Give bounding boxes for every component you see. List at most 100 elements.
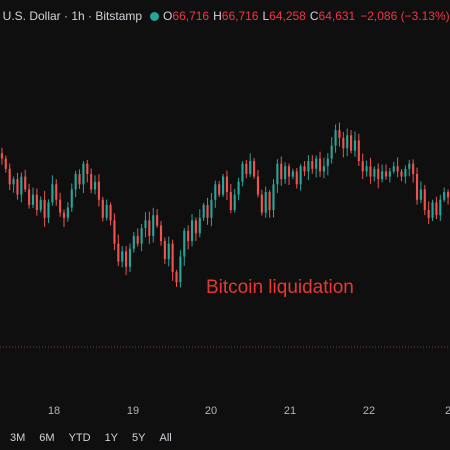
candle-body <box>245 163 248 174</box>
candle-body <box>291 171 294 177</box>
candle-body <box>318 158 322 172</box>
candle-body <box>408 163 411 169</box>
candle-body <box>377 168 380 180</box>
candle-body <box>194 220 197 234</box>
price-change: −2,086 (−3.13%) <box>360 9 450 23</box>
candle-body <box>334 130 337 146</box>
candle-body <box>225 176 229 193</box>
candle-body <box>280 163 283 180</box>
range-button-1y[interactable]: 1Y <box>104 431 119 444</box>
candle-body <box>384 171 388 177</box>
candle-body <box>419 189 422 200</box>
candle-body <box>264 192 267 213</box>
range-button-all[interactable]: All <box>159 431 172 444</box>
candle-body <box>190 220 194 242</box>
candle-body <box>90 173 93 190</box>
candle-body <box>415 173 419 200</box>
candle-body <box>66 207 69 218</box>
x-tick-label: 19 <box>127 405 139 417</box>
range-button-3m[interactable]: 3M <box>10 431 26 444</box>
candle-body <box>423 189 426 211</box>
candle-body <box>187 230 190 242</box>
candle-body <box>55 184 58 200</box>
candle-body <box>361 161 364 172</box>
candle-body <box>39 199 42 211</box>
candle-body <box>82 163 85 185</box>
candle-body <box>86 163 89 174</box>
candle-body <box>179 256 182 283</box>
candle-body <box>287 166 291 177</box>
candle-body <box>249 161 252 174</box>
candle-body <box>163 241 166 260</box>
candle-body <box>357 140 360 162</box>
candle-body <box>28 189 31 205</box>
candle-body <box>342 137 345 149</box>
candle-body <box>237 181 240 195</box>
candle-body <box>268 192 271 211</box>
chart-annotation: Bitcoin liquidation <box>206 277 354 298</box>
candle-body <box>136 235 139 244</box>
candle-body <box>113 220 116 244</box>
x-tick-label: 22 <box>363 405 375 417</box>
candle-body <box>59 199 62 213</box>
candle-body <box>51 184 54 203</box>
candle-body <box>427 210 430 218</box>
candle-body <box>121 251 124 262</box>
candle-body <box>381 171 384 180</box>
candle-body <box>125 251 128 267</box>
candle-body <box>365 166 368 172</box>
market-status-icon <box>150 11 160 21</box>
x-tick-label: 21 <box>284 405 296 417</box>
x-tick-label: 18 <box>48 405 60 417</box>
candle-body <box>253 161 256 177</box>
ohlc-close: C64,631 <box>309 9 356 23</box>
candle-body <box>47 202 50 218</box>
candle-body <box>260 194 263 213</box>
ohlc-open: O66,716 <box>163 9 210 23</box>
candle-body <box>171 243 174 272</box>
candle-body <box>446 192 450 198</box>
ohlc-high: H66,716 <box>213 9 259 23</box>
candles-group <box>0 122 450 288</box>
candle-body <box>16 179 19 195</box>
candle-body <box>299 166 302 185</box>
candle-body <box>214 184 217 200</box>
candle-body <box>8 168 11 185</box>
candle-body <box>152 215 155 236</box>
candle-body <box>140 228 143 244</box>
candle-body <box>221 176 225 195</box>
candle-body <box>276 163 279 185</box>
range-button-6m[interactable]: 6M <box>39 431 55 444</box>
candle-body <box>272 184 275 211</box>
candle-body <box>20 176 23 195</box>
candle-body <box>431 202 434 218</box>
candle-body <box>0 153 4 159</box>
candle-body <box>373 168 376 177</box>
candle-body <box>35 194 38 211</box>
candle-body <box>128 248 132 267</box>
candle-body <box>284 166 287 180</box>
candle-body <box>353 140 357 151</box>
candle-body <box>78 173 81 185</box>
range-button-5y[interactable]: 5Y <box>132 431 146 444</box>
candle-body <box>183 230 186 257</box>
candle-body <box>435 202 438 216</box>
candle-body <box>210 199 213 218</box>
candle-body <box>105 204 108 218</box>
symbol-title[interactable]: / U.S. Dollar · 1h · Bitstamp <box>0 9 143 23</box>
candle-body <box>198 217 201 234</box>
candle-body <box>93 181 97 190</box>
candle-body <box>206 204 209 218</box>
range-button-ytd[interactable]: YTD <box>68 431 91 444</box>
candle-body <box>233 194 236 211</box>
candle-body <box>229 192 232 211</box>
candle-body <box>117 243 120 262</box>
candle-body <box>167 243 170 260</box>
candle-body <box>43 199 46 218</box>
candle-body <box>241 163 244 182</box>
candle-body <box>400 171 403 177</box>
candle-body <box>307 161 310 172</box>
candle-body <box>303 166 306 172</box>
x-axis: 18 19 20 21 22 2 <box>48 405 450 417</box>
